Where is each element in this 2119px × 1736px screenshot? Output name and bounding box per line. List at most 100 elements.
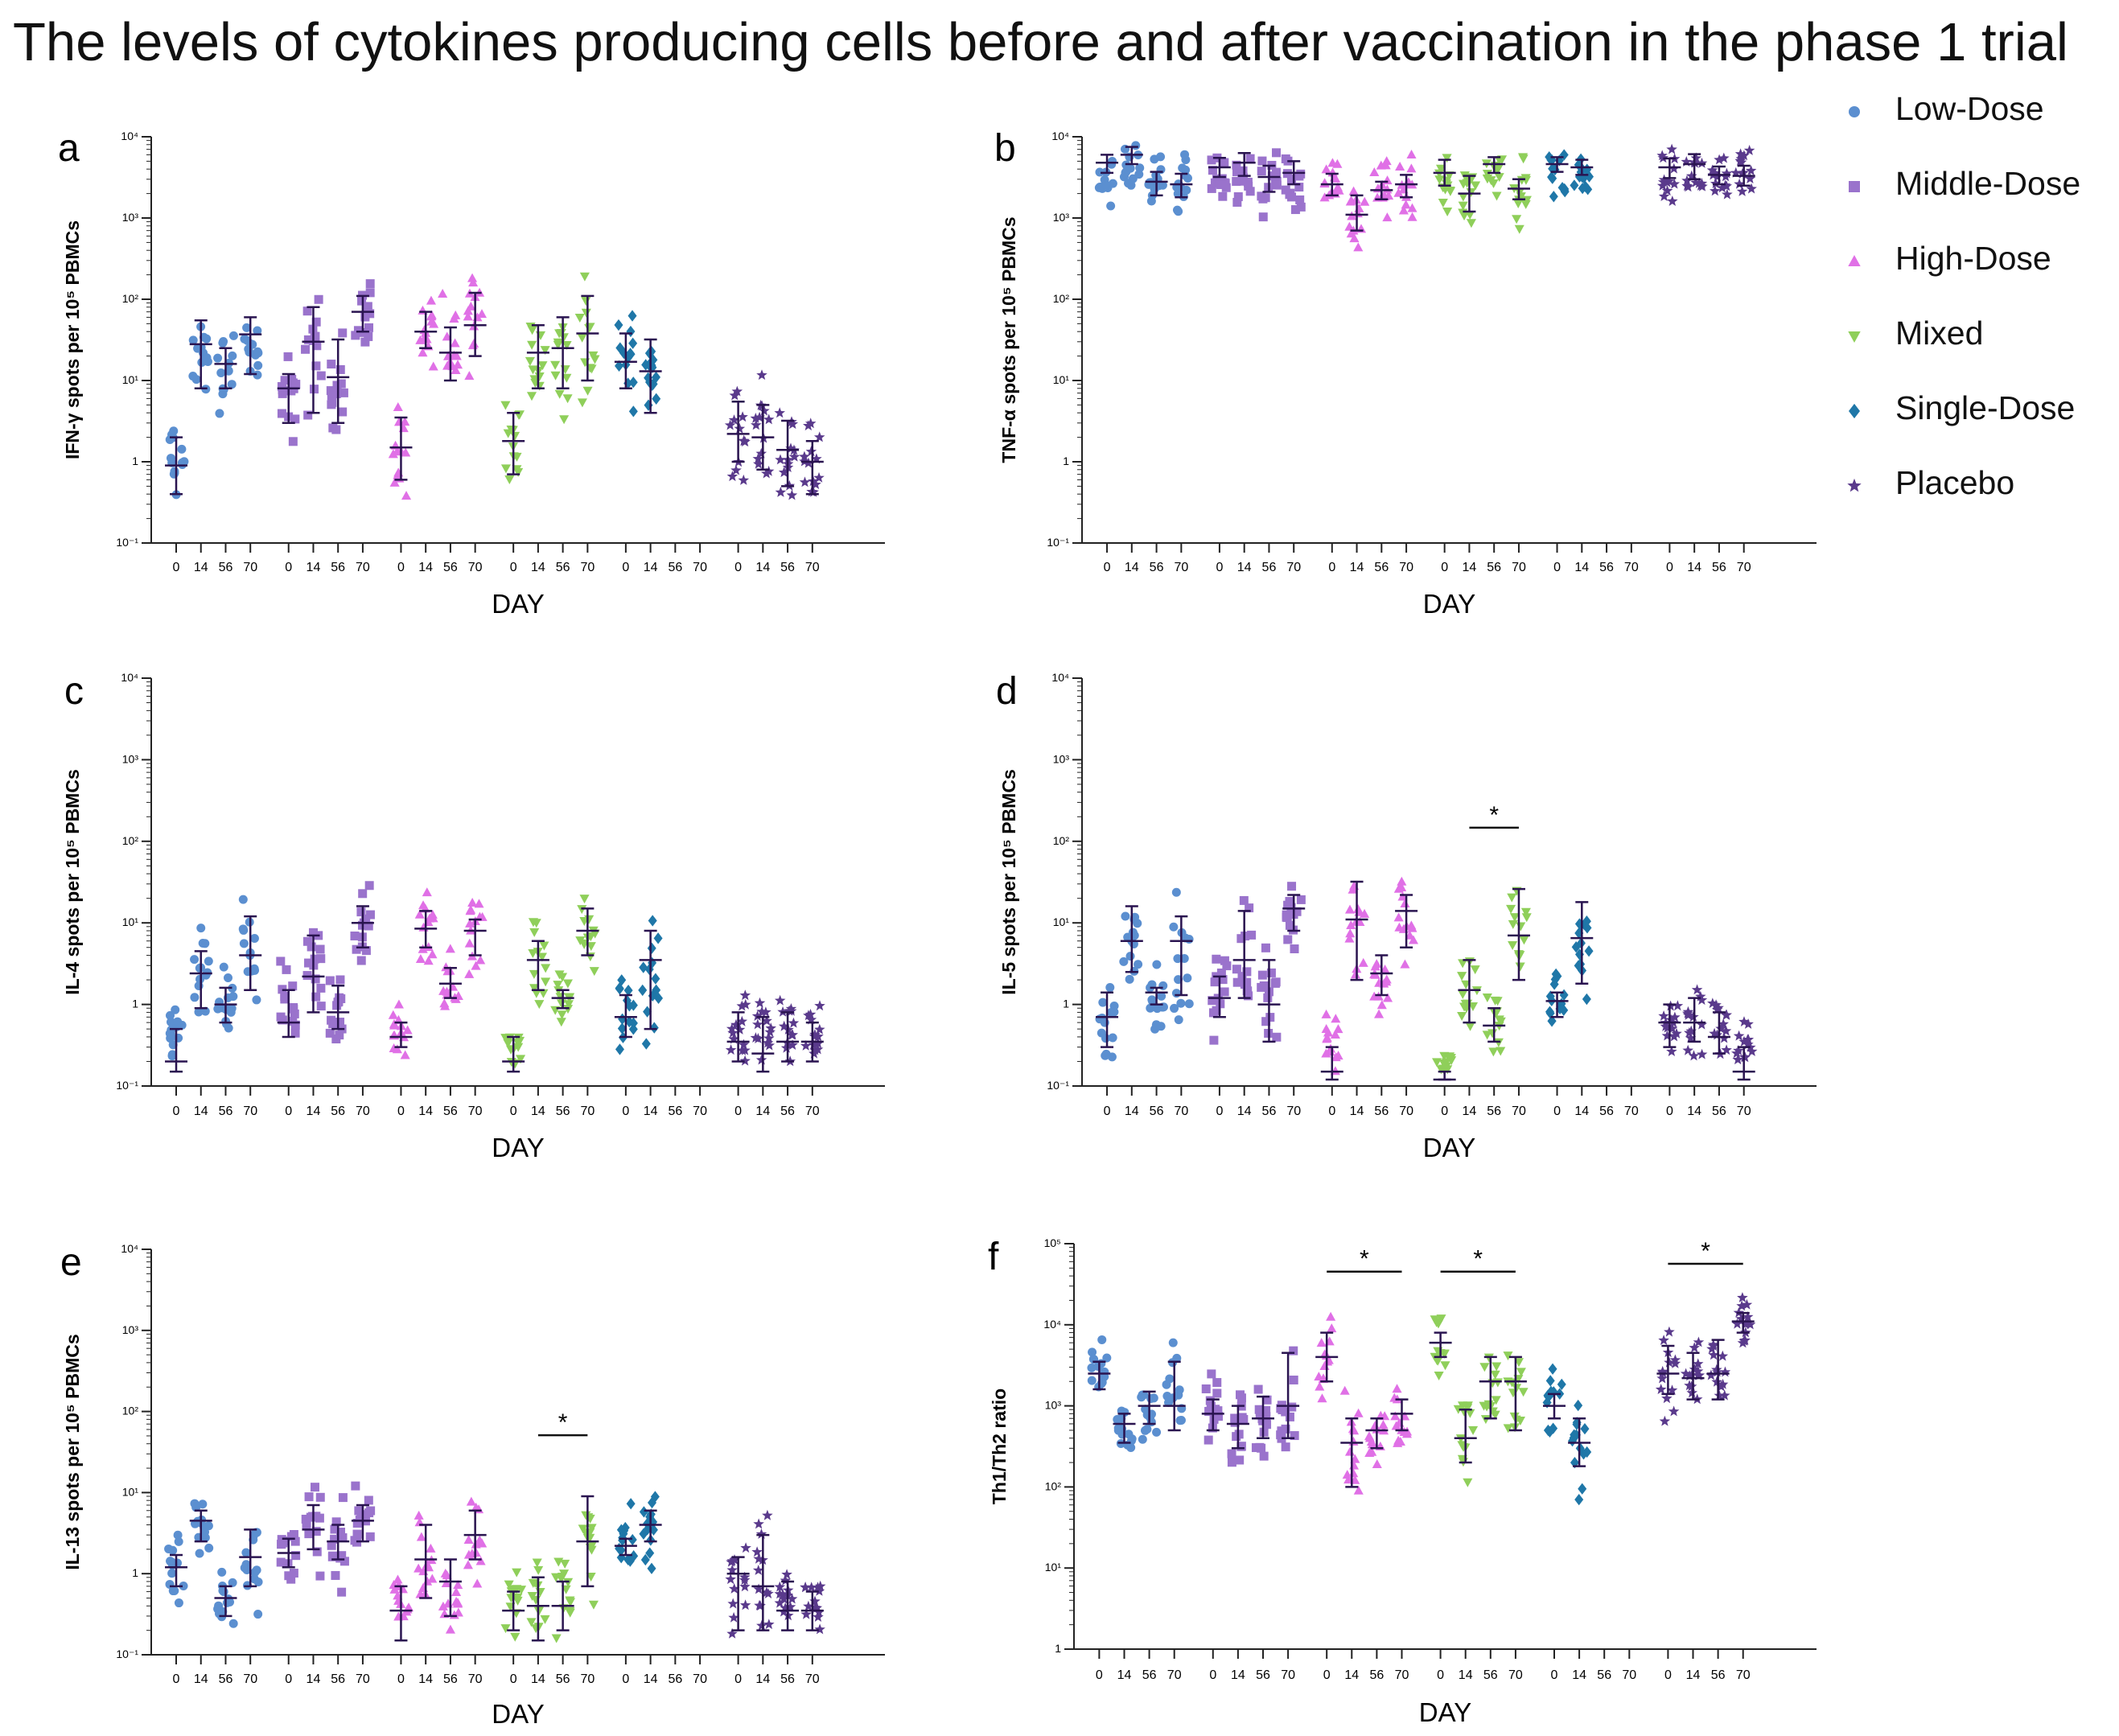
data-point <box>504 475 515 484</box>
data-point <box>1339 1385 1350 1395</box>
data-point <box>1710 185 1721 196</box>
data-point <box>335 975 345 985</box>
data-point <box>628 376 638 389</box>
data-point <box>1360 908 1370 918</box>
data-point <box>812 1582 824 1593</box>
x-tick-label: 56 <box>1150 561 1164 574</box>
data-point <box>289 1569 298 1578</box>
legend-marker-shape <box>1848 254 1861 266</box>
y-tick-label: 10³ <box>1053 752 1070 765</box>
data-point <box>780 1042 792 1053</box>
data-point <box>814 1000 825 1011</box>
data-point <box>1671 1027 1682 1039</box>
data-point <box>788 450 800 462</box>
data-point <box>190 1499 200 1508</box>
data-point <box>198 1499 208 1509</box>
data-point <box>1142 1425 1152 1434</box>
data-point <box>388 449 398 459</box>
data-point <box>1257 167 1266 176</box>
data-point <box>177 444 187 454</box>
data-point <box>1272 1032 1282 1042</box>
data-point <box>1218 975 1228 985</box>
data-point <box>174 1536 183 1546</box>
data-point <box>1098 998 1108 1007</box>
y-tick-label: 1 <box>132 1566 138 1579</box>
data-point <box>1442 207 1453 216</box>
data-point <box>1744 173 1756 183</box>
data-point <box>1664 1326 1675 1337</box>
data-point <box>1717 1350 1729 1361</box>
data-point <box>1664 1356 1675 1368</box>
data-point <box>415 954 426 964</box>
x-tick-label: 0 <box>1323 1668 1331 1682</box>
median-iqr-bar <box>800 1590 824 1631</box>
median-iqr-bar <box>1507 887 1530 981</box>
x-tick-label: 0 <box>1664 1668 1672 1682</box>
data-point <box>1204 1435 1213 1445</box>
data-point <box>402 1025 413 1035</box>
data-point <box>739 1574 751 1586</box>
data-point <box>445 1624 455 1634</box>
median-iqr-bar <box>551 989 574 1010</box>
median-iqr-bar <box>1732 164 1755 187</box>
median-iqr-bar <box>214 347 237 390</box>
x-tick-label: 0 <box>1104 1105 1111 1118</box>
data-point <box>1719 1366 1731 1377</box>
data-point <box>777 1588 788 1599</box>
x-tick-label: 56 <box>443 1672 458 1686</box>
data-point <box>1372 1458 1382 1468</box>
data-point <box>1232 977 1242 987</box>
data-point <box>1095 167 1105 177</box>
data-point <box>1101 1051 1110 1060</box>
data-point <box>540 1615 550 1624</box>
data-point <box>1106 201 1116 211</box>
y-tick-label: 10⁴ <box>121 1242 138 1255</box>
x-tick-label: 70 <box>1508 1668 1523 1682</box>
median-iqr-bar <box>302 934 325 1014</box>
y-tick-label: 10³ <box>122 752 139 765</box>
data-point <box>1547 1015 1557 1027</box>
median-iqr-bar <box>327 1524 350 1561</box>
data-point <box>471 1502 481 1512</box>
data-point <box>301 1514 311 1524</box>
median-iqr-bar <box>751 1533 775 1631</box>
data-point <box>1508 919 1518 929</box>
data-point <box>1655 1384 1667 1395</box>
data-point <box>529 928 540 937</box>
data-point <box>1548 1363 1557 1375</box>
data-point <box>1093 1362 1103 1372</box>
y-tick-label: 1 <box>1063 455 1069 467</box>
data-point <box>1172 205 1182 215</box>
data-point <box>1682 1009 1694 1020</box>
data-point <box>1207 155 1216 165</box>
median-iqr-bar <box>576 1495 599 1588</box>
data-point <box>228 351 237 360</box>
data-point <box>805 1014 817 1025</box>
data-point <box>310 954 319 964</box>
data-point <box>1718 152 1730 163</box>
x-tick-label: 14 <box>194 1105 208 1118</box>
data-point <box>1400 898 1410 907</box>
data-point <box>1438 199 1448 208</box>
data-point <box>1438 1064 1449 1074</box>
data-point <box>1232 167 1241 177</box>
data-point <box>562 341 572 351</box>
median-iqr-bar <box>1433 158 1456 187</box>
x-tick-label: 56 <box>1374 561 1389 574</box>
data-point <box>1266 968 1276 977</box>
data-point <box>166 1030 175 1039</box>
data-point <box>1482 175 1492 184</box>
y-axis-title: Th1/Th2 ratio <box>989 1388 1010 1504</box>
data-point <box>1353 242 1364 252</box>
median-iqr-bar <box>189 950 212 1010</box>
data-point <box>219 336 228 346</box>
data-point <box>641 359 651 371</box>
data-point <box>512 1593 523 1602</box>
data-point <box>729 389 741 401</box>
x-tick-label: 70 <box>356 1672 370 1686</box>
data-point <box>1739 1318 1751 1329</box>
x-tick-label: 14 <box>418 1672 433 1686</box>
x-tick-label: 0 <box>1551 1668 1558 1682</box>
data-point <box>1221 183 1231 192</box>
data-point <box>204 1521 213 1531</box>
